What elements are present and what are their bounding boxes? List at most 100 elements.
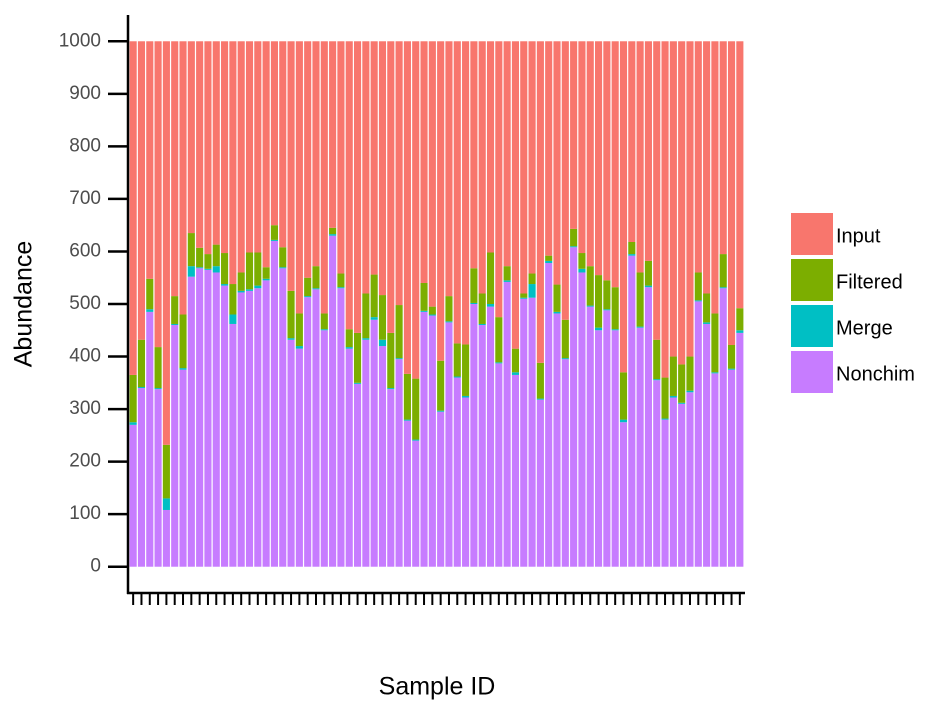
bar-segment xyxy=(129,41,137,375)
bar-segment xyxy=(495,363,503,567)
bar-segment xyxy=(345,329,353,348)
bar-segment xyxy=(661,377,669,419)
bar-segment xyxy=(536,41,544,363)
bar-segment xyxy=(412,439,420,441)
bar-segment xyxy=(703,293,711,323)
bar-segment xyxy=(387,332,395,389)
bar-segment xyxy=(528,284,536,298)
bar-segment xyxy=(561,358,569,360)
bar-segment xyxy=(511,41,520,349)
bar-segment xyxy=(237,290,245,293)
bar-segment xyxy=(586,306,594,567)
bar-segment xyxy=(603,310,611,567)
bar-segment xyxy=(345,41,353,330)
bar-segment xyxy=(279,267,287,269)
bar-segment xyxy=(428,41,436,307)
bar-segment xyxy=(329,235,337,567)
bar-segment xyxy=(129,424,137,567)
bar-segment xyxy=(437,41,445,361)
bar-segment xyxy=(711,372,719,374)
bar-segment xyxy=(495,317,503,363)
bar-segment xyxy=(520,293,528,298)
bar-segment xyxy=(561,359,569,567)
bar-segment xyxy=(262,267,270,279)
y-tick-label: 300 xyxy=(69,398,101,419)
bar-segment xyxy=(362,293,370,339)
bar-segment xyxy=(137,339,146,388)
y-tick-label: 500 xyxy=(69,293,101,314)
bar-segment xyxy=(495,41,503,318)
bar-segment xyxy=(669,356,677,396)
bar-segment xyxy=(570,41,578,229)
legend-key xyxy=(791,351,833,393)
bar-segment xyxy=(287,41,295,291)
bar-segment xyxy=(212,41,220,245)
bar-segment xyxy=(295,348,303,567)
bar-segment xyxy=(262,278,270,281)
bar-segment xyxy=(270,240,278,567)
bar-segment xyxy=(686,41,694,357)
bar-segment xyxy=(661,418,669,420)
bar-segment xyxy=(403,419,411,421)
bar-segment xyxy=(229,41,237,285)
bar-segment xyxy=(578,272,586,567)
bar-segment xyxy=(653,379,661,381)
bar-segment xyxy=(187,233,195,267)
bar-segment xyxy=(312,288,320,290)
bar-segment xyxy=(304,297,312,567)
bar-segment xyxy=(212,266,220,273)
bar-segment xyxy=(619,41,628,373)
bar-segment xyxy=(619,419,628,423)
bar-segment xyxy=(171,41,179,297)
bar-segment xyxy=(229,284,237,315)
bar-segment xyxy=(353,332,362,383)
bar-segment xyxy=(171,323,179,326)
bar-segment xyxy=(420,310,428,312)
bar-segment xyxy=(378,346,387,567)
bar-segment xyxy=(129,374,137,423)
bar-segment xyxy=(570,246,578,248)
bar-segment xyxy=(669,41,677,357)
bar-segment xyxy=(644,260,652,286)
bar-segment xyxy=(462,41,470,345)
bar-segment xyxy=(478,323,486,326)
y-tick-label: 900 xyxy=(69,83,101,104)
bar-segment xyxy=(727,369,736,567)
bar-segment xyxy=(345,348,353,567)
bar-segment xyxy=(686,392,694,567)
bar-segment xyxy=(545,263,553,567)
bar-segment xyxy=(196,247,204,268)
bar-segment xyxy=(370,317,378,320)
bar-segment xyxy=(678,402,686,404)
bar-segment xyxy=(445,41,453,297)
bar-segment xyxy=(545,255,553,261)
y-tick-label: 100 xyxy=(69,503,101,524)
y-tick-label: 0 xyxy=(90,556,101,577)
bar-segment xyxy=(179,369,187,567)
legend-label: Input xyxy=(836,225,881,247)
y-axis-title: Abundance xyxy=(10,241,38,368)
bar-segment xyxy=(304,277,312,297)
bar-segment xyxy=(736,308,744,331)
bar-segment xyxy=(595,41,603,276)
legend-key xyxy=(791,259,833,301)
bar-segment xyxy=(545,41,553,256)
bar-segment xyxy=(437,360,445,411)
bar-segment xyxy=(686,356,694,391)
bar-segment xyxy=(545,260,553,264)
bar-segment xyxy=(528,41,536,274)
legend-key xyxy=(791,213,833,255)
bar-segment xyxy=(337,41,345,274)
bar-segment xyxy=(445,321,453,323)
bar-segment xyxy=(254,285,262,289)
bar-segment xyxy=(162,444,170,499)
bar-segment xyxy=(445,296,453,322)
bar-segment xyxy=(511,372,520,375)
bar-segment xyxy=(628,255,636,567)
x-axis-title: Sample ID xyxy=(379,673,496,701)
bar-segment xyxy=(694,41,702,273)
bar-segment xyxy=(362,338,370,340)
bar-segment xyxy=(578,268,586,273)
bar-segment xyxy=(320,313,328,330)
bar-segment xyxy=(619,372,628,420)
